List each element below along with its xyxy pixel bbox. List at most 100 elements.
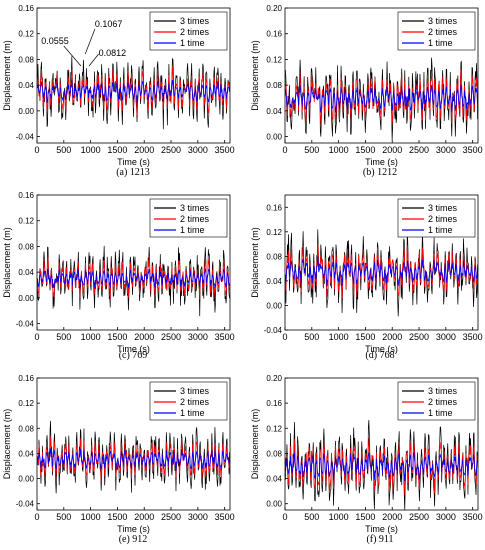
panel-caption: (b) 1212 xyxy=(363,167,397,178)
y-axis-label: Displacement (m) xyxy=(250,40,260,111)
x-tick-label: 2500 xyxy=(409,332,429,342)
x-tick-label: 1500 xyxy=(355,332,375,342)
y-tick-label: 0.08 xyxy=(266,81,282,90)
series-line xyxy=(285,229,478,317)
y-tick-label: 0.08 xyxy=(266,449,282,458)
x-axis-label: Time (s) xyxy=(365,344,398,354)
y-tick-label: 0.16 xyxy=(18,191,34,200)
panel-caption: (a) 1213 xyxy=(116,167,150,178)
plot-frame xyxy=(284,377,479,511)
x-axis-label: Time (s) xyxy=(117,157,150,167)
series-line xyxy=(37,245,230,317)
legend-label: 3 times xyxy=(180,203,210,213)
y-tick-label: 0.12 xyxy=(18,30,34,39)
x-tick-label: 500 xyxy=(56,145,71,155)
legend-label: 1 time xyxy=(428,38,453,48)
y-tick-label: 0.08 xyxy=(18,55,34,64)
x-tick-label: 2500 xyxy=(409,512,429,522)
legend-box xyxy=(149,198,228,238)
x-tick-label: 1500 xyxy=(355,512,375,522)
x-axis-label: Time (s) xyxy=(117,524,150,534)
x-tick-label: 0 xyxy=(34,145,39,155)
series-line xyxy=(285,420,478,510)
series-line xyxy=(285,452,478,482)
x-tick-label: 2500 xyxy=(161,145,181,155)
x-axis-label: Time (s) xyxy=(117,344,150,354)
x-tick-label: 1000 xyxy=(329,145,349,155)
series-line xyxy=(37,79,230,104)
y-tick-label: 0.12 xyxy=(266,228,282,237)
x-tick-label: 2500 xyxy=(409,145,429,155)
y-tick-label: -0.04 xyxy=(16,320,35,329)
plot-frame xyxy=(284,7,479,144)
y-tick-label: 0.12 xyxy=(266,55,282,64)
x-tick-label: 0 xyxy=(282,332,287,342)
x-tick-label: 3000 xyxy=(436,332,456,342)
x-tick-label: 3500 xyxy=(463,145,483,155)
x-tick-label: 3500 xyxy=(215,145,235,155)
y-axis-label: Displacement (m) xyxy=(250,227,260,298)
x-tick-label: 0 xyxy=(34,332,39,342)
panel-caption: (d) 768 xyxy=(365,350,394,361)
x-tick-label: 1000 xyxy=(329,332,349,342)
legend-label: 2 times xyxy=(428,214,458,224)
series-line xyxy=(37,448,230,471)
y-tick-label: -0.04 xyxy=(16,500,35,509)
y-tick-label: 0.12 xyxy=(18,399,34,408)
legend-box xyxy=(149,11,228,51)
y-tick-label: 0.08 xyxy=(18,424,34,433)
y-tick-label: 0.20 xyxy=(266,374,282,383)
x-axis-label: Time (s) xyxy=(365,524,398,534)
annotation-label: 0.0555 xyxy=(41,36,69,46)
chart-panel: 0 500 1000 1500 2000 2500 3000 3500 0.00 0.04 0.08… xyxy=(250,374,483,545)
plot-frame xyxy=(36,7,231,144)
y-tick-label: 0.08 xyxy=(266,252,282,261)
y-tick-label: 0.04 xyxy=(18,449,34,458)
y-axis-label: Displacement (m) xyxy=(250,409,260,480)
plot-frame xyxy=(284,194,479,331)
chart-panel: 0 500 1000 1500 2000 2500 3000 3500 -0.04 0.00 0.0… xyxy=(2,4,235,178)
y-tick-label: 0.04 xyxy=(18,268,34,277)
x-tick-label: 500 xyxy=(56,512,71,522)
y-tick-label: 0.12 xyxy=(18,217,34,226)
y-tick-label: 0.00 xyxy=(266,301,282,310)
plot-frame xyxy=(36,194,231,331)
chart-panel: 0 500 1000 1500 2000 2500 3000 3500 -0.04 0.00 0.0… xyxy=(250,194,483,361)
x-tick-label: 3000 xyxy=(188,332,208,342)
x-tick-label: 1000 xyxy=(81,332,101,342)
legend-box xyxy=(397,381,476,421)
y-tick-label: 0.20 xyxy=(266,4,282,13)
annotation-arrow xyxy=(84,28,96,55)
y-tick-label: 0.16 xyxy=(18,4,34,13)
legend-label: 2 times xyxy=(428,27,458,37)
x-tick-label: 2500 xyxy=(161,332,181,342)
panel-caption: (f) 911 xyxy=(366,534,393,545)
legend-label: 1 time xyxy=(180,408,205,418)
y-tick-label: 0.04 xyxy=(18,81,34,90)
x-tick-label: 1000 xyxy=(81,145,101,155)
x-tick-label: 0 xyxy=(282,512,287,522)
x-axis-label: Time (s) xyxy=(365,157,398,167)
series-line xyxy=(285,438,478,495)
legend-label: 2 times xyxy=(180,397,210,407)
x-tick-label: 1500 xyxy=(107,145,127,155)
plot-frame xyxy=(36,377,231,511)
y-tick-label: 0.00 xyxy=(266,133,282,142)
x-tick-label: 3000 xyxy=(188,512,208,522)
legend-label: 1 time xyxy=(428,225,453,235)
x-tick-label: 2000 xyxy=(382,332,402,342)
legend-box xyxy=(149,381,228,421)
legend-label: 2 times xyxy=(180,214,210,224)
series-line xyxy=(285,84,478,113)
y-tick-label: 0.16 xyxy=(266,203,282,212)
x-tick-label: 1500 xyxy=(107,332,127,342)
y-tick-label: 0.04 xyxy=(266,107,282,116)
panel-caption: (e) 912 xyxy=(119,534,148,545)
x-tick-label: 3000 xyxy=(436,145,456,155)
x-tick-label: 3500 xyxy=(215,512,235,522)
y-tick-label: 0.04 xyxy=(266,475,282,484)
legend-label: 3 times xyxy=(428,386,458,396)
legend-label: 2 times xyxy=(180,27,210,37)
y-tick-label: 0.00 xyxy=(18,294,34,303)
